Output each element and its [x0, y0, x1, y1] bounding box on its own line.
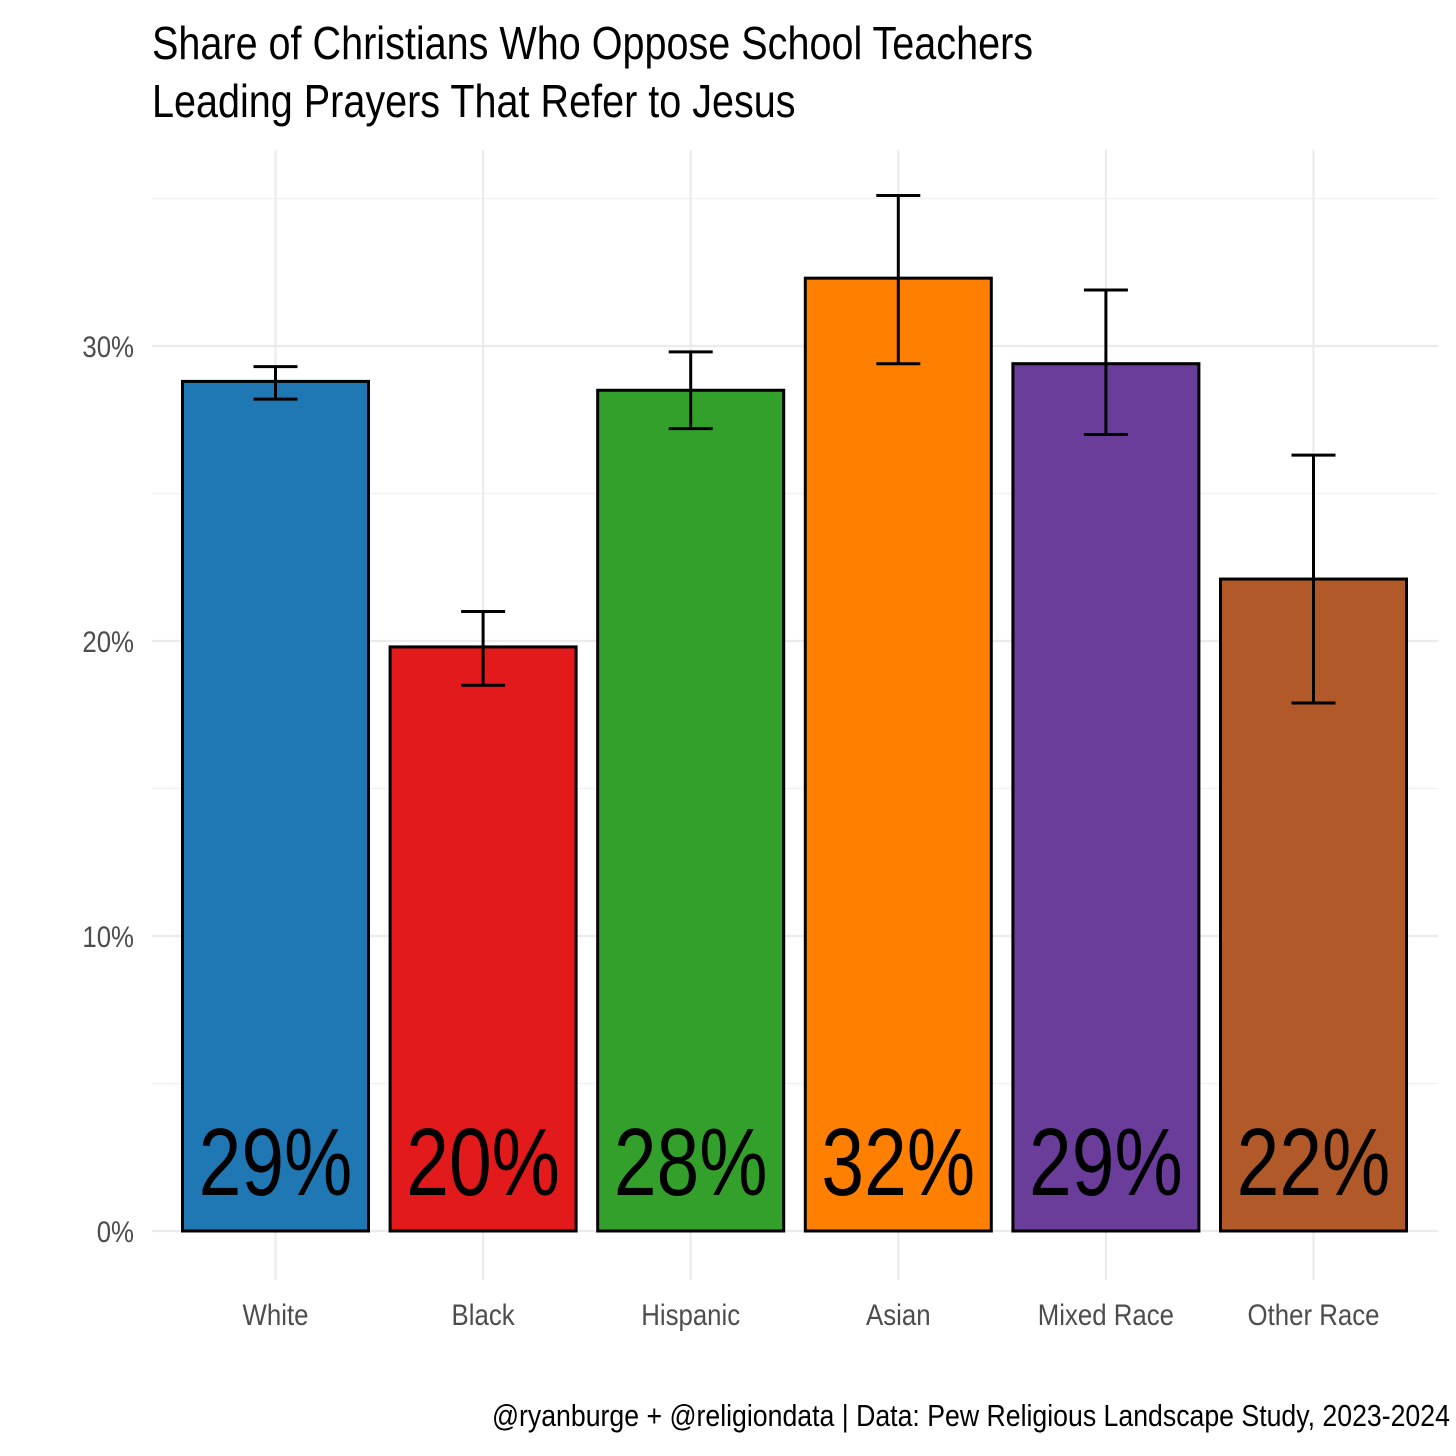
error-bars-layer — [253, 194, 1336, 705]
x-tick-label: Hispanic — [641, 1298, 740, 1331]
y-tick-label: 30% — [82, 330, 134, 363]
bar — [596, 388, 786, 1233]
chart-caption: @ryanburge + @religiondata | Data: Pew R… — [492, 1398, 1450, 1433]
bar-value-label: 29% — [1029, 1109, 1183, 1216]
error-bar — [668, 350, 713, 431]
x-tick-label: Other Race — [1248, 1298, 1380, 1331]
bar — [388, 645, 578, 1233]
bar — [181, 379, 370, 1233]
y-tick-label: 20% — [82, 625, 134, 658]
bar — [803, 276, 993, 1233]
x-tick-label: White — [243, 1298, 309, 1331]
error-bar — [1291, 453, 1336, 705]
y-tick-label: 0% — [97, 1215, 134, 1248]
bar-labels-layer: 29% 20% 28% 32% 29% 22% — [199, 1109, 1391, 1216]
error-bar — [461, 610, 506, 687]
chart-title-line-2: Leading Prayers That Refer to Jesus — [152, 75, 796, 127]
x-tick-label: Black — [452, 1298, 516, 1331]
error-bar — [253, 365, 298, 401]
bars-layer — [181, 276, 1408, 1233]
bar-value-label: 22% — [1237, 1109, 1391, 1216]
error-bar — [1083, 288, 1128, 436]
axis-layer: 0% 10% 20% 30% White Black Hispanic Asian Mixed … — [82, 330, 1379, 1331]
y-tick-label: 10% — [82, 920, 134, 953]
bar-value-label: 20% — [406, 1109, 560, 1216]
x-tick-label: Asian — [866, 1298, 931, 1331]
chart-title: Share of Christians Who Oppose School Te… — [152, 14, 1033, 130]
bar — [1011, 362, 1201, 1233]
error-bar — [876, 194, 921, 366]
bar-value-label: 29% — [199, 1109, 353, 1216]
x-tick-label: Mixed Race — [1038, 1298, 1174, 1331]
chart-title-line-1: Share of Christians Who Oppose School Te… — [152, 17, 1034, 69]
bar-value-label: 32% — [821, 1109, 975, 1216]
bar-value-label: 28% — [614, 1109, 768, 1216]
